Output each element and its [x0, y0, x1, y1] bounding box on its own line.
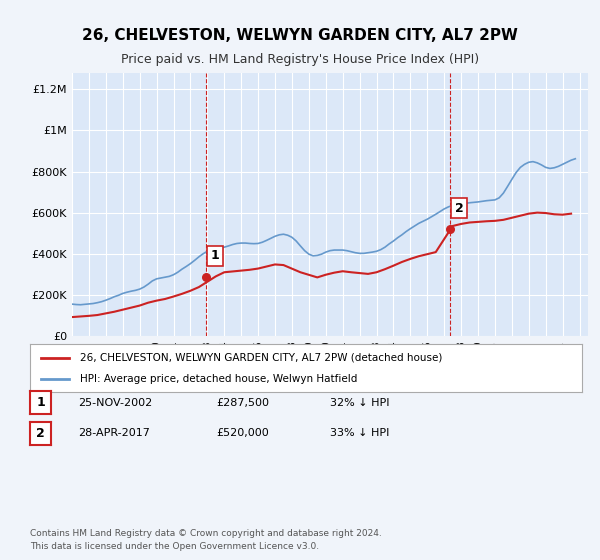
Text: 1: 1	[36, 396, 45, 409]
Text: £287,500: £287,500	[216, 398, 269, 408]
Point	[201, 272, 211, 281]
Text: 2: 2	[36, 427, 45, 440]
Text: 33% ↓ HPI: 33% ↓ HPI	[330, 428, 389, 438]
Text: Price paid vs. HM Land Registry's House Price Index (HPI): Price paid vs. HM Land Registry's House …	[121, 53, 479, 66]
Text: 2: 2	[455, 202, 464, 214]
Text: £520,000: £520,000	[216, 428, 269, 438]
Text: 32% ↓ HPI: 32% ↓ HPI	[330, 398, 389, 408]
Text: 26, CHELVESTON, WELWYN GARDEN CITY, AL7 2PW: 26, CHELVESTON, WELWYN GARDEN CITY, AL7 …	[82, 28, 518, 43]
Text: 28-APR-2017: 28-APR-2017	[78, 428, 150, 438]
Text: HPI: Average price, detached house, Welwyn Hatfield: HPI: Average price, detached house, Welw…	[80, 374, 357, 384]
Text: 1: 1	[211, 249, 220, 263]
Text: 25-NOV-2002: 25-NOV-2002	[78, 398, 152, 408]
Point	[445, 225, 455, 234]
Text: 26, CHELVESTON, WELWYN GARDEN CITY, AL7 2PW (detached house): 26, CHELVESTON, WELWYN GARDEN CITY, AL7 …	[80, 353, 442, 363]
Text: Contains HM Land Registry data © Crown copyright and database right 2024.
This d: Contains HM Land Registry data © Crown c…	[30, 529, 382, 550]
